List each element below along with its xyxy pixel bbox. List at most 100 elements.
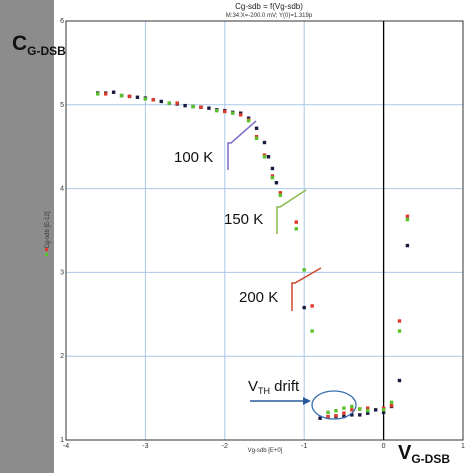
chart-subtitle: M:34:X=-200.0 mV; Y(0)=1.319p [226, 13, 313, 19]
x-tick-label: -1 [301, 443, 307, 450]
series-2 [96, 92, 410, 415]
data-point [294, 227, 298, 231]
legend-marker-green [45, 253, 48, 256]
x-tick-label: -4 [63, 443, 69, 450]
data-point [302, 305, 306, 310]
data-point [342, 411, 346, 415]
vth-drift-label: VTH drift [248, 378, 300, 396]
y-tick-label: 5 [60, 102, 64, 109]
annotation-150k: 150 K [224, 189, 307, 234]
big-y-label: CG-DSB [12, 32, 66, 58]
data-point [389, 400, 394, 404]
data-point [151, 98, 156, 102]
y-tick-label: 1 [60, 437, 64, 444]
data-point [381, 408, 386, 412]
data-point [143, 97, 148, 101]
data-point [397, 319, 402, 323]
data-point [405, 217, 410, 222]
tick-labels: -4 -3 -2 -1 0 1 1 2 3 4 5 6 [60, 18, 465, 450]
data-points [96, 90, 410, 420]
data-point [342, 406, 346, 410]
data-point [231, 111, 235, 115]
data-point [350, 404, 354, 409]
data-point [96, 92, 100, 96]
data-point [405, 243, 410, 248]
data-point [350, 408, 354, 412]
data-point [278, 193, 283, 198]
data-point [397, 378, 402, 383]
data-point [310, 329, 314, 333]
data-point [342, 414, 346, 419]
data-point [389, 403, 394, 408]
data-point [358, 407, 362, 411]
x-axis-label: Vg-sdb [E+0] [248, 448, 283, 454]
annotation-200k: 200 K [239, 267, 322, 311]
data-point [373, 408, 378, 412]
x-tick-label: 0 [382, 443, 386, 450]
data-point [334, 408, 338, 413]
data-point [254, 126, 259, 130]
data-point [334, 413, 338, 418]
data-point [119, 93, 124, 98]
annotation-150k-label: 150 K [224, 211, 263, 228]
data-point [238, 113, 243, 117]
y-tick-label: 2 [60, 353, 64, 360]
y-axis-label: Cg-sdb [E-12] [45, 211, 51, 248]
legend-marker-red [45, 248, 48, 251]
annotation-100k: 100 K [174, 120, 257, 170]
figure-background [54, 0, 474, 473]
data-point [199, 105, 203, 110]
vth-drift-ellipse [311, 390, 357, 420]
annotation-100k-label: 100 K [174, 149, 213, 166]
data-point [326, 414, 330, 419]
annotation-100k-bracket [227, 120, 257, 170]
data-point [270, 166, 275, 171]
data-point [127, 94, 132, 99]
data-point [310, 304, 314, 308]
data-point [366, 408, 370, 413]
data-point [111, 90, 116, 94]
x-tick-label: -2 [222, 443, 228, 450]
data-point [381, 410, 386, 415]
data-point [270, 176, 275, 180]
y-tick-label: 3 [60, 269, 64, 276]
plot-frame [65, 20, 464, 441]
data-point [175, 101, 179, 105]
data-point [191, 104, 195, 109]
data-point [397, 329, 402, 333]
chart-title: Cg-sdb = f(Vg-sdb) [235, 2, 303, 11]
data-point [274, 181, 279, 185]
data-point [215, 108, 219, 113]
left-margin-bar [0, 0, 54, 473]
data-point [358, 413, 362, 417]
data-point [366, 411, 370, 415]
data-point [167, 101, 171, 105]
x-tick-label: -3 [142, 443, 148, 450]
arrow-head-icon [303, 397, 311, 405]
data-point [159, 99, 163, 104]
data-point [207, 106, 211, 110]
data-point [350, 413, 354, 417]
data-point [302, 268, 306, 272]
data-point [183, 103, 187, 108]
data-point [246, 119, 251, 123]
data-point [223, 109, 227, 114]
data-point [326, 410, 330, 415]
y-tick-label: 6 [60, 18, 64, 25]
data-point [262, 140, 267, 145]
data-point [405, 214, 410, 218]
annotation-150k-bracket [276, 189, 307, 234]
x-tick-label: 1 [461, 443, 465, 450]
data-point [278, 191, 283, 195]
data-point [294, 220, 298, 224]
y-tick-label: 4 [60, 186, 64, 193]
data-point [262, 155, 267, 159]
data-point [254, 136, 259, 141]
data-point [366, 406, 370, 410]
data-point [318, 416, 322, 420]
data-point [135, 95, 140, 99]
annotation-200k-label: 200 K [239, 289, 278, 306]
vth-drift-annotation: VTH drift [248, 378, 357, 420]
